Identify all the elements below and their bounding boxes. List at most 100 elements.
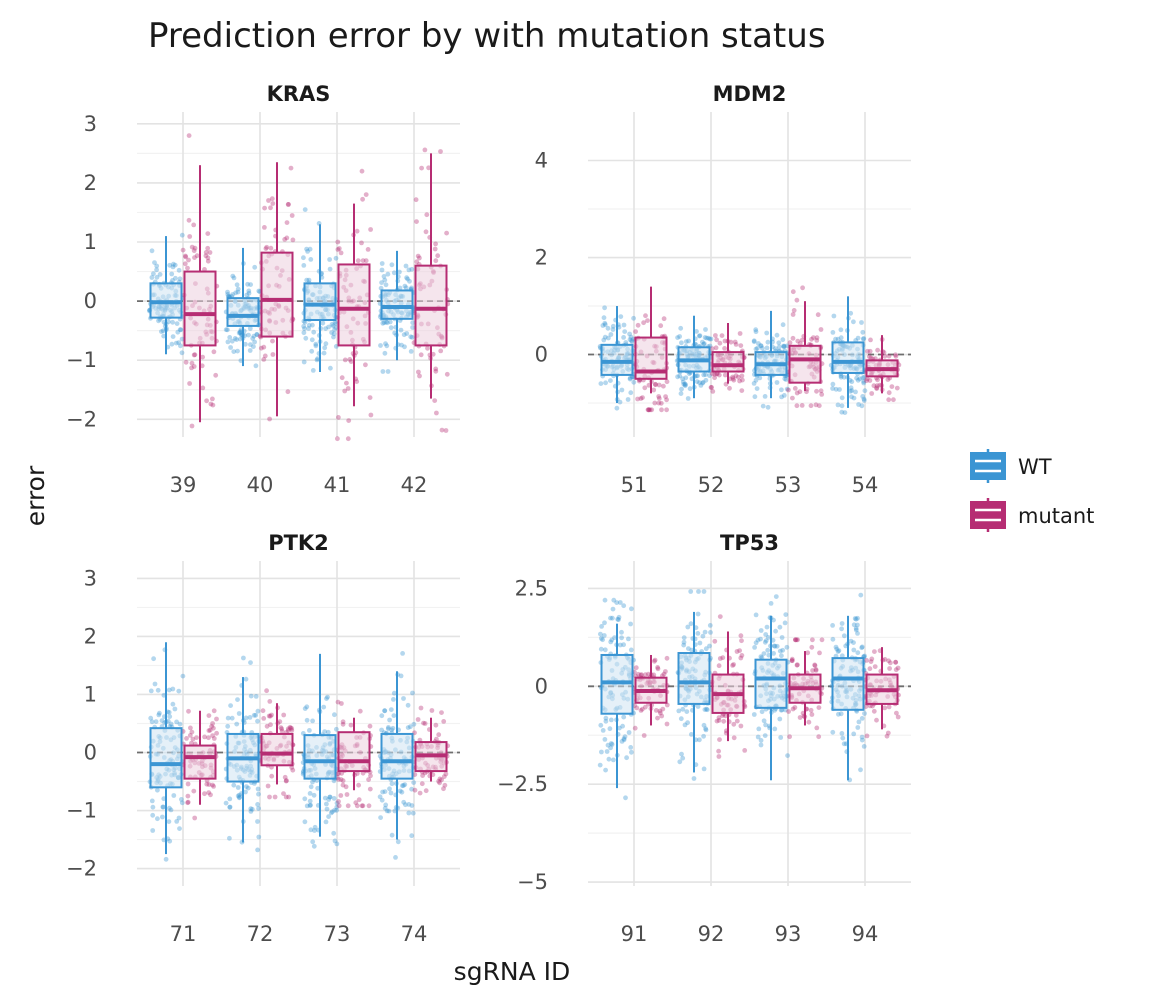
jitter-point (717, 340, 723, 346)
jitter-point (410, 325, 415, 330)
jitter-point (619, 635, 624, 641)
jitter-point (225, 715, 231, 721)
jitter-point (204, 781, 210, 787)
jitter-point (167, 262, 173, 268)
jitter-point (771, 651, 776, 656)
jitter-point (323, 326, 328, 331)
jitter-point (332, 838, 338, 844)
jitter-point (784, 644, 790, 650)
jitter-point (334, 804, 340, 810)
jitter-point (385, 726, 391, 732)
jitter-point (618, 642, 623, 648)
jitter-point (742, 748, 748, 753)
jitter-point (419, 781, 425, 787)
jitter-point (308, 827, 314, 833)
panel-title-mdm2: MDM2 (713, 82, 787, 106)
jitter-point (839, 731, 845, 736)
jitter-point (864, 376, 870, 382)
jitter-point (679, 386, 684, 392)
jitter-point (691, 776, 697, 781)
jitter-point (409, 833, 415, 839)
jitter-point (787, 734, 792, 740)
jitter-point (233, 290, 239, 296)
y-tick-label: 1 (84, 230, 97, 254)
jitter-point (737, 378, 742, 384)
jitter-point (874, 386, 880, 391)
jitter-point (682, 722, 688, 728)
jitter-point (321, 704, 327, 710)
jitter-point (838, 335, 844, 341)
jitter-point (615, 616, 621, 622)
jitter-point (851, 647, 857, 653)
jitter-point (661, 316, 667, 322)
jitter-point (629, 338, 634, 343)
jitter-point (799, 337, 805, 343)
jitter-point (771, 617, 776, 623)
jitter-point (206, 735, 211, 741)
jitter-point (707, 336, 713, 342)
jitter-point (268, 205, 273, 211)
jitter-point (302, 207, 308, 213)
jitter-point (608, 615, 613, 621)
jitter-point (619, 739, 625, 744)
jitter-point (603, 718, 609, 724)
jitter-point (391, 713, 397, 718)
jitter-point (332, 807, 337, 813)
jitter-point (243, 715, 249, 721)
jitter-point (335, 699, 341, 705)
jitter-point (205, 255, 211, 261)
jitter-point (694, 329, 699, 334)
jitter-point (638, 708, 644, 713)
jitter-point (716, 718, 722, 723)
jitter-point (652, 381, 658, 387)
jitter-point (811, 335, 816, 340)
jitter-point (329, 322, 335, 327)
jitter-point (345, 386, 351, 391)
jitter-point (851, 395, 857, 401)
jitter-point (679, 751, 684, 757)
jitter-point (793, 637, 798, 643)
jitter-point (606, 335, 611, 341)
jitter-point (860, 375, 866, 381)
jitter-point (397, 269, 402, 275)
jitter-point (290, 237, 296, 243)
jitter-point (859, 403, 865, 409)
jitter-point (685, 624, 691, 630)
jitter-point (612, 635, 617, 640)
jitter-point (655, 665, 660, 670)
jitter-point (874, 385, 880, 391)
y-tick-label: 0 (84, 741, 97, 765)
jitter-point (685, 720, 690, 726)
jitter-point (758, 742, 764, 748)
jitter-point (334, 726, 339, 732)
jitter-point (887, 666, 892, 671)
jitter-point (194, 253, 200, 259)
panel-mdm2: 0 2 4 51 52 53 54 MDM2 (535, 82, 911, 497)
jitter-point (839, 403, 845, 409)
jitter-point (170, 278, 175, 283)
jitter-point (205, 258, 211, 264)
jitter-point (406, 267, 412, 273)
jitter-point (235, 286, 241, 292)
jitter-point (893, 353, 899, 359)
jitter-point (179, 232, 185, 238)
jitter-point (269, 773, 275, 779)
y-axis-title: error (21, 465, 50, 526)
jitter-point (408, 724, 413, 730)
jitter-point (314, 357, 320, 363)
jitter-point (738, 633, 744, 639)
jitter-point (331, 830, 337, 836)
jitter-point (652, 657, 658, 663)
jitter-point (651, 672, 657, 678)
box-mutant-51 (634, 286, 668, 394)
jitter-point (606, 756, 612, 762)
jitter-point (210, 782, 215, 788)
jitter-point (598, 646, 604, 652)
jitter-point (882, 353, 888, 359)
jitter-point (234, 721, 240, 727)
jitter-point (610, 323, 616, 329)
jitter-point (764, 330, 770, 336)
jitter-point (695, 611, 701, 617)
jitter-point (408, 334, 414, 340)
